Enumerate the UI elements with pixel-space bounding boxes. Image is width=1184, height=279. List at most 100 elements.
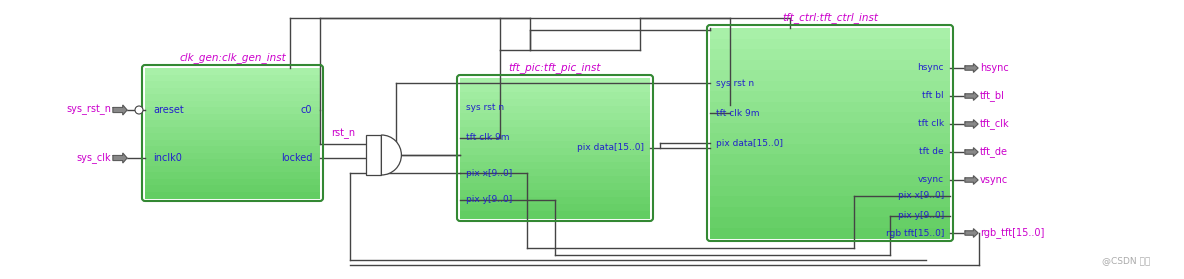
Text: pix y[9..0]: pix y[9..0] [466,196,513,205]
Bar [461,83,650,90]
Bar [710,32,950,42]
Circle shape [135,106,143,114]
Bar [710,33,950,44]
Text: tft clk 9m: tft clk 9m [716,109,759,117]
Bar [461,84,650,91]
Bar [710,37,950,47]
Text: tft_bl: tft_bl [980,91,1005,102]
Bar [710,36,950,47]
Bar [710,29,950,40]
Bar [461,85,650,92]
Polygon shape [112,105,127,115]
Bar [144,72,320,79]
Text: sys_clk: sys_clk [77,153,111,163]
Bar [461,80,650,87]
Bar [144,70,320,77]
Bar [144,71,320,78]
Text: tft bl: tft bl [922,92,944,100]
Bar [461,81,650,88]
Bar [461,80,650,87]
Bar [144,191,320,198]
Bar [144,73,320,79]
Wedge shape [381,135,401,175]
Text: rgb tft[15..0]: rgb tft[15..0] [886,229,944,237]
Polygon shape [965,64,978,72]
Bar [461,211,650,218]
Bar [461,80,650,87]
Text: locked: locked [281,153,313,163]
Bar [461,176,650,184]
Bar [710,28,950,39]
Bar [461,83,650,90]
Bar [144,88,320,95]
Bar [461,99,650,107]
Bar [710,31,950,41]
Bar [461,127,650,134]
Bar [710,31,950,42]
Bar [710,186,950,196]
Bar [144,72,320,78]
Bar [461,82,650,89]
Bar [144,107,320,114]
Bar [710,35,950,46]
Bar [710,32,950,43]
Bar [710,227,950,239]
Polygon shape [965,92,978,100]
Bar [144,74,320,80]
Bar [144,68,320,75]
Bar [710,37,950,48]
Bar [144,68,320,74]
Bar [144,68,320,75]
Text: sys rst n: sys rst n [716,78,754,88]
Bar [710,59,950,71]
Bar [461,78,650,85]
Bar [461,85,650,93]
Bar [144,159,320,166]
Text: tft clk 9m: tft clk 9m [466,133,509,143]
Bar [144,100,320,107]
Bar [710,36,950,46]
Text: hsync: hsync [918,64,944,73]
Bar [461,106,650,114]
Text: tft de: tft de [919,148,944,157]
Bar [710,133,950,144]
Bar [710,30,950,41]
Bar [144,172,320,179]
Text: pix data[15..0]: pix data[15..0] [577,143,644,153]
Bar [461,120,650,128]
Bar [461,78,650,85]
Bar [461,82,650,89]
Bar [144,133,320,140]
Bar [144,71,320,77]
Bar [710,28,950,39]
Bar [144,153,320,160]
Bar [144,74,320,81]
Bar [461,83,650,90]
Bar [144,72,320,78]
Bar [461,113,650,121]
Text: c0: c0 [301,105,313,115]
Bar [144,146,320,153]
Bar [144,73,320,80]
Bar [710,91,950,102]
Text: hsync: hsync [980,63,1009,73]
Bar [144,114,320,121]
Bar [710,154,950,165]
Bar [461,134,650,141]
Bar [461,197,650,205]
Polygon shape [965,229,978,237]
Bar [710,28,950,39]
Bar [366,135,381,175]
Polygon shape [965,120,978,128]
Bar [461,204,650,211]
Bar [144,69,320,75]
Bar [144,165,320,172]
Bar [710,217,950,228]
Bar [461,80,650,86]
Bar [461,81,650,88]
Text: tft clk: tft clk [918,119,944,129]
Bar [461,84,650,91]
Text: vsync: vsync [918,175,944,184]
Bar [144,70,320,76]
Text: sys_rst_n: sys_rst_n [66,105,111,115]
